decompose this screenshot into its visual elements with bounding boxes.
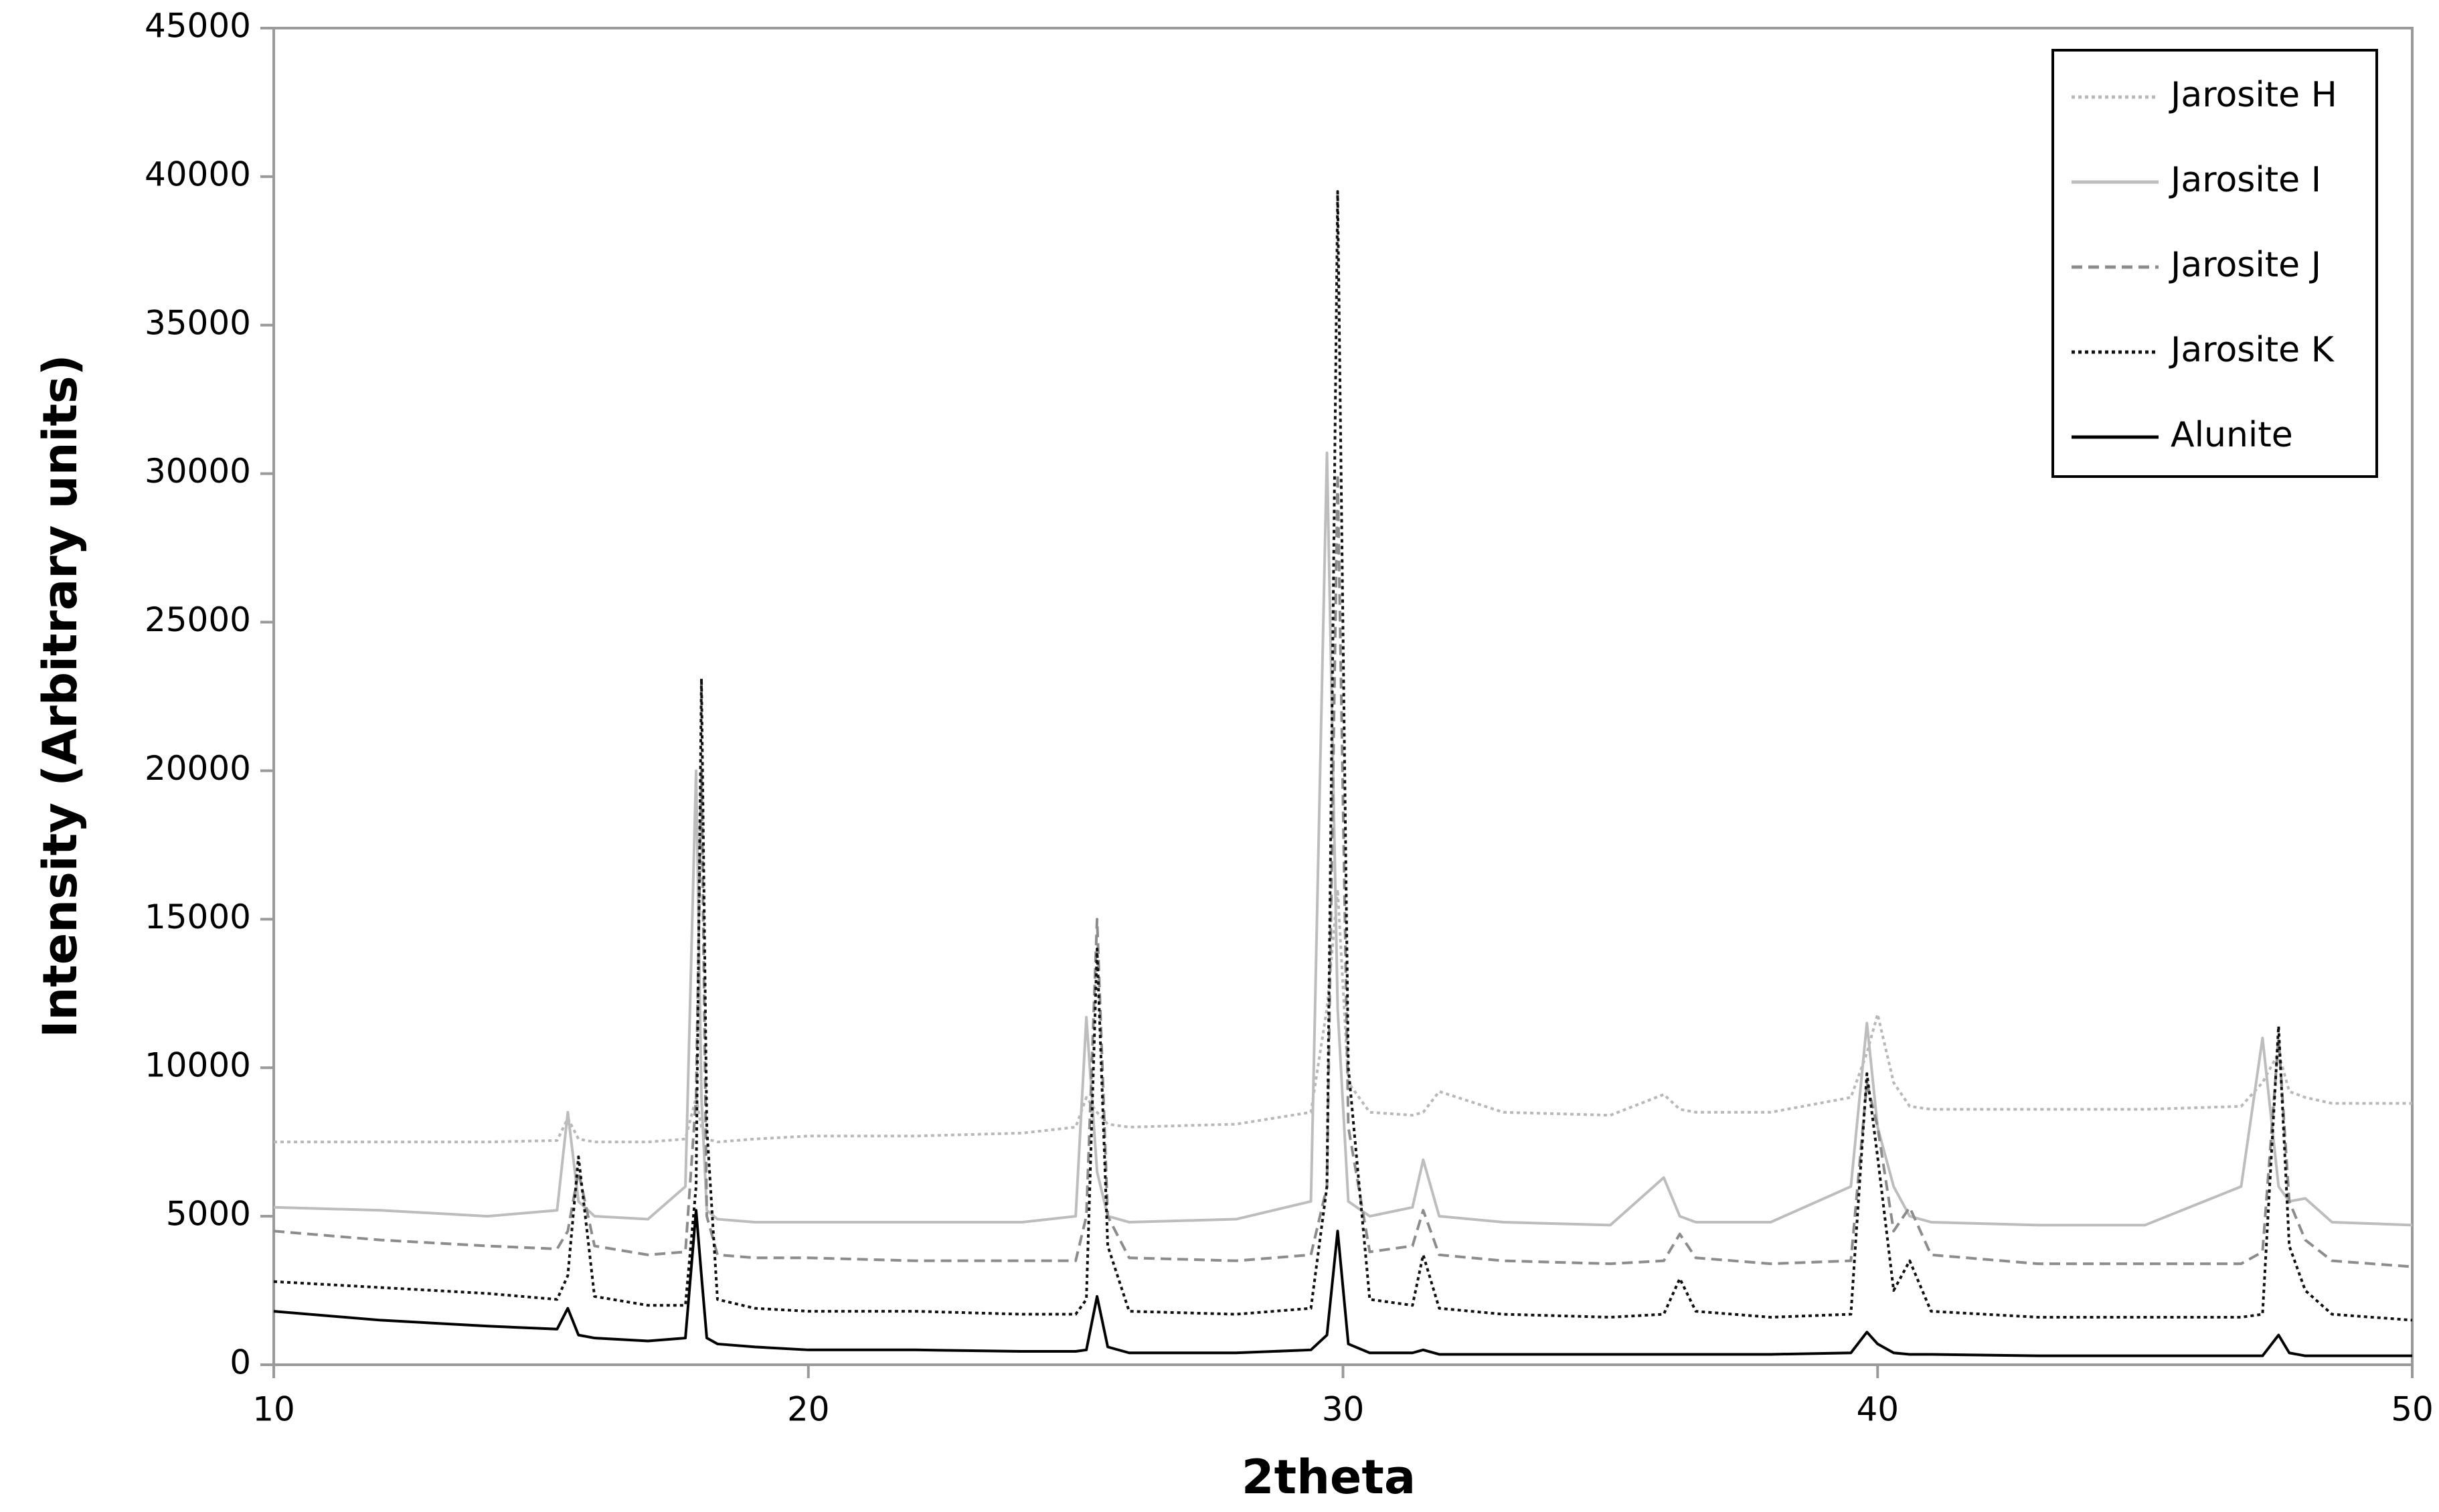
y-tick-label: 30000 [145, 452, 251, 491]
y-tick-label: 40000 [145, 155, 251, 193]
legend-label: Jarosite K [2169, 330, 2335, 370]
series-line [273, 451, 2413, 1227]
x-tick-label: 10 [252, 1390, 295, 1429]
y-axis-title: Intensity (Arbitrary units) [33, 354, 88, 1037]
y-tick-label: 10000 [145, 1046, 251, 1085]
x-tick-label: 40 [1856, 1390, 1899, 1429]
legend-box [2051, 49, 2378, 478]
x-tick-label: 50 [2391, 1390, 2434, 1429]
series-line [273, 1209, 2412, 1357]
y-tick-label: 25000 [145, 600, 251, 639]
series-line [273, 472, 2413, 1268]
legend-label: Alunite [2171, 415, 2293, 455]
y-tick-label: 15000 [145, 898, 251, 936]
x-tick-label: 20 [787, 1390, 830, 1429]
legend-label: Jarosite H [2169, 75, 2337, 115]
y-tick-label: 45000 [145, 7, 251, 46]
y-tick-label: 5000 [166, 1195, 251, 1234]
legend-label: Jarosite J [2169, 245, 2321, 285]
x-tick-label: 30 [1322, 1390, 1365, 1429]
series-line [273, 190, 2413, 1322]
y-tick-label: 0 [230, 1343, 251, 1382]
series-line [274, 888, 2412, 1144]
y-tick-label: 20000 [145, 749, 251, 788]
y-tick-label: 35000 [145, 303, 251, 342]
legend-label: Jarosite I [2169, 160, 2321, 200]
x-axis-title: 2theta [1242, 1450, 1416, 1505]
